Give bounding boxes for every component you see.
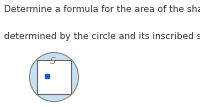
Circle shape xyxy=(29,52,79,102)
Bar xyxy=(37,60,71,94)
Text: S: S xyxy=(50,57,56,66)
Text: Determine a formula for the area of the shaded region: Determine a formula for the area of the … xyxy=(4,5,200,14)
Text: determined by the circle and its inscribed square.: determined by the circle and its inscrib… xyxy=(4,32,200,41)
